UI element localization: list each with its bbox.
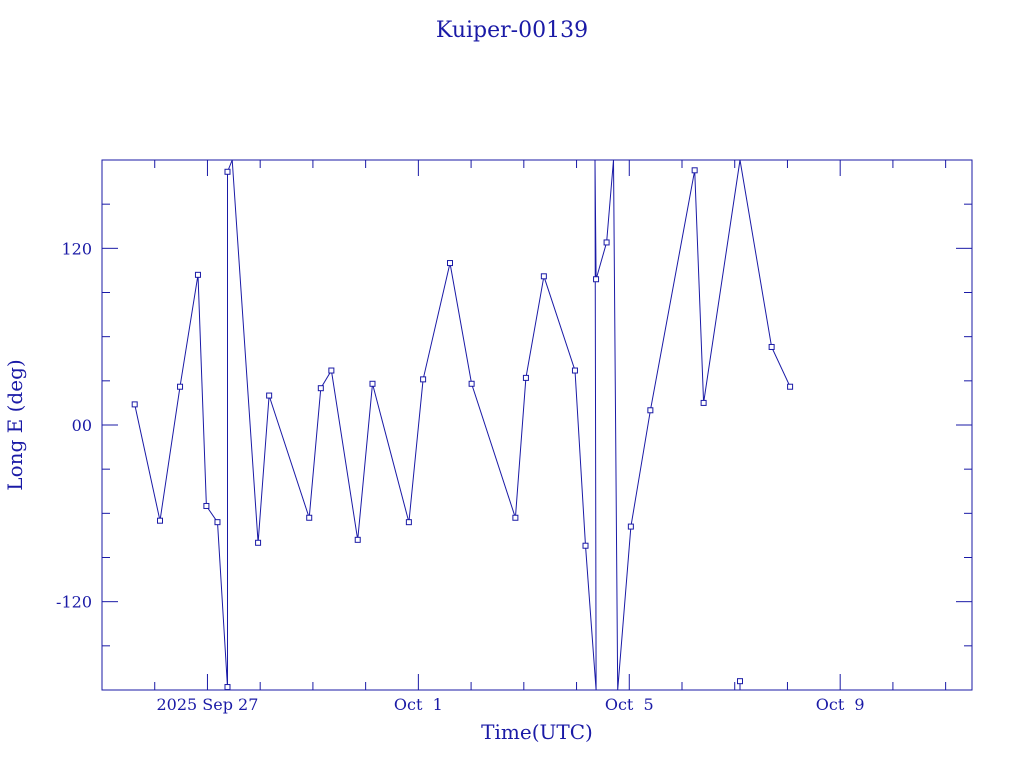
data-point	[700, 399, 707, 406]
x-tick-label: Oct 1	[394, 695, 443, 714]
data-point	[593, 276, 600, 283]
data-point	[369, 380, 376, 387]
data-point	[306, 514, 313, 521]
data-point	[194, 271, 201, 278]
data-point	[447, 260, 453, 267]
data-point	[255, 539, 262, 546]
data-point	[737, 678, 743, 685]
data-markers	[131, 167, 794, 691]
data-point	[787, 383, 794, 390]
data-point	[224, 684, 231, 691]
y-axis: -120 00 120	[56, 203, 972, 647]
x-tick-label: Oct 5	[605, 695, 654, 714]
data-point	[571, 367, 578, 374]
data-point	[157, 517, 163, 524]
chart-title: Kuiper-00139	[436, 18, 588, 43]
data-point	[317, 385, 324, 392]
data-point	[328, 367, 335, 374]
data-point	[468, 380, 475, 387]
data-point	[203, 502, 210, 509]
series-lines	[134, 159, 791, 691]
x-tick-label: 2025 Sep 27	[156, 695, 258, 714]
data-point	[131, 401, 138, 408]
y-tick-label: 00	[72, 416, 92, 435]
series-line-0	[134, 159, 791, 691]
x-tick-label: Oct 9	[816, 695, 865, 714]
y-tick-label: 120	[61, 239, 92, 258]
plot-frame	[101, 159, 973, 691]
data-point	[582, 542, 589, 549]
data-point	[603, 239, 610, 246]
data-point	[177, 383, 184, 390]
data-point	[214, 519, 221, 526]
data-point	[420, 376, 427, 383]
data-point	[405, 519, 412, 526]
data-point	[354, 536, 361, 543]
y-axis-label: Long E (deg)	[3, 359, 27, 490]
data-point	[266, 392, 273, 399]
x-axis: 2025 Sep 27 Oct 1 Oct 5 Oct 9	[101, 160, 947, 714]
data-point	[768, 343, 775, 350]
data-point	[512, 514, 519, 521]
data-point	[522, 374, 529, 381]
data-point	[691, 167, 698, 174]
data-point	[627, 523, 634, 530]
data-point	[224, 168, 231, 175]
x-axis-label: Time(UTC)	[481, 720, 593, 744]
data-point	[540, 273, 547, 280]
y-tick-label: -120	[56, 593, 92, 612]
data-point	[647, 407, 654, 414]
